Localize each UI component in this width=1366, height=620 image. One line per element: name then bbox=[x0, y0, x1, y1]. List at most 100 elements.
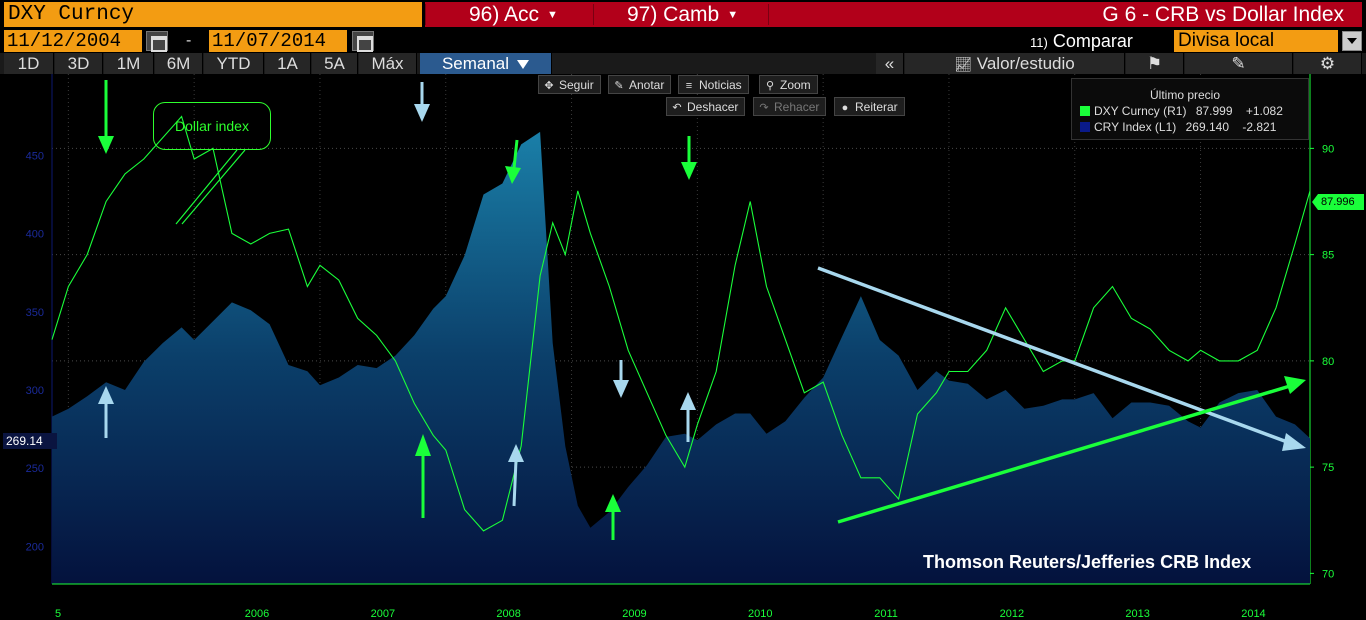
left-tick-label: 200 bbox=[26, 541, 44, 553]
annotate-button[interactable]: ✎ Anotar bbox=[608, 75, 672, 94]
calendar-icon[interactable] bbox=[352, 31, 374, 52]
tab-ytd[interactable]: YTD bbox=[204, 53, 264, 74]
news-label: Noticias bbox=[699, 78, 742, 92]
edit-button[interactable]: ✎ bbox=[1185, 53, 1293, 74]
dxy-line bbox=[51, 115, 1311, 532]
legend-label: DXY Curncy (R1) bbox=[1094, 104, 1187, 118]
compare-button[interactable]: 11) Comparar bbox=[1030, 30, 1133, 54]
dxy-last-price-tag: 87.996 bbox=[1312, 194, 1364, 210]
menu-separator bbox=[593, 4, 594, 25]
left-tick-label: 450 bbox=[26, 150, 44, 162]
zoom-button[interactable]: ⚲ Zoom bbox=[759, 75, 818, 94]
green-arrow-down bbox=[505, 139, 521, 184]
x-tick-label: 2008 bbox=[496, 608, 520, 620]
security-ticker[interactable]: DXY Curncy bbox=[4, 2, 422, 27]
right-tick-label: 70 bbox=[1322, 568, 1334, 580]
page-title: G 6 - CRB vs Dollar Index bbox=[1102, 3, 1344, 26]
x-tick-label: 2014 bbox=[1241, 608, 1265, 620]
settings-button[interactable]: ⚙ bbox=[1294, 53, 1362, 74]
cry-index-area bbox=[52, 131, 1310, 584]
light-blue-arrow-up bbox=[98, 386, 114, 438]
green-trend-line bbox=[837, 376, 1306, 524]
calendar-icon[interactable] bbox=[146, 31, 168, 52]
tab-1m[interactable]: 1M bbox=[104, 53, 154, 74]
tab-6m[interactable]: 6M bbox=[155, 53, 203, 74]
change-menu[interactable]: 97) Camb ▼ bbox=[627, 2, 738, 27]
left-axis: 200 250 300 350 400 450 bbox=[26, 150, 44, 553]
compare-number: 11) bbox=[1030, 35, 1048, 50]
x-tick-label: 2006 bbox=[245, 608, 269, 620]
tab-5a[interactable]: 5A bbox=[312, 53, 358, 74]
legend-row-dxy[interactable]: DXY Curncy (R1) 87.999 +1.082 bbox=[1080, 104, 1283, 118]
change-menu-label: 97) Camb bbox=[627, 3, 720, 26]
annotation-arrows bbox=[98, 80, 1306, 540]
compare-label: Comparar bbox=[1052, 31, 1133, 51]
news-button[interactable]: ≡ Noticias bbox=[678, 75, 749, 94]
chevron-down-icon: ▼ bbox=[727, 8, 739, 21]
chevron-down-icon: ▼ bbox=[547, 8, 558, 21]
dollar-index-callout: Dollar index bbox=[153, 102, 271, 150]
tab-1a[interactable]: 1A bbox=[265, 53, 311, 74]
undo-button[interactable]: ↶ Deshacer bbox=[666, 97, 746, 116]
x-tick-label: 2012 bbox=[1000, 608, 1024, 620]
legend-label: CRY Index (L1) bbox=[1094, 120, 1177, 134]
pen-icon: ✎ bbox=[614, 80, 624, 92]
tab-max[interactable]: Máx bbox=[359, 53, 417, 74]
right-tick-label: 90 bbox=[1322, 143, 1334, 155]
left-tick-label: 400 bbox=[26, 229, 44, 241]
light-blue-arrow-down bbox=[414, 82, 430, 122]
legend-swatch bbox=[1080, 106, 1090, 116]
light-blue-arrow-down bbox=[613, 360, 629, 398]
x-axis: 5 2006 2007 2008 2009 2010 2011 2012 2013 2014 bbox=[52, 583, 1310, 620]
currency-dropdown-button[interactable] bbox=[1342, 31, 1362, 51]
left-tick-label: 300 bbox=[26, 385, 44, 397]
x-tick-label: 2010 bbox=[748, 608, 772, 620]
green-arrow-up bbox=[415, 434, 431, 518]
legend-value: 87.999 bbox=[1195, 104, 1233, 118]
legend-swatch bbox=[1080, 122, 1090, 132]
start-date-field[interactable]: 11/12/2004 bbox=[4, 30, 142, 52]
legend-row-cry[interactable]: CRY Index (L1) 269.140 -2.821 bbox=[1080, 120, 1276, 134]
period-select[interactable]: Semanal bbox=[420, 53, 552, 74]
left-tick-label: 250 bbox=[26, 463, 44, 475]
actions-menu-label: 96) Acc bbox=[469, 3, 540, 26]
end-date-field[interactable]: 11/07/2014 bbox=[209, 30, 347, 52]
right-tick-label: 75 bbox=[1322, 462, 1334, 474]
period-label: Semanal bbox=[441, 54, 510, 73]
follow-button[interactable]: ✥ Seguir bbox=[538, 75, 601, 94]
collapse-button[interactable]: « bbox=[876, 53, 904, 74]
chevron-down-icon bbox=[517, 60, 530, 70]
right-tick-label: 85 bbox=[1322, 250, 1334, 262]
period-tabs: 1D 3D 1M 6M YTD 1A 5A Máx Semanal « 📈︎ V… bbox=[0, 53, 1366, 74]
value-study-button[interactable]: 📈︎ Valor/estudio bbox=[905, 53, 1125, 74]
date-separator: - bbox=[186, 32, 192, 49]
search-icon: ⚲ bbox=[765, 80, 775, 92]
tab-1d[interactable]: 1D bbox=[4, 53, 54, 74]
reset-label: Reiterar bbox=[855, 100, 898, 114]
price-chart[interactable]: 200 250 300 350 400 450 70 75 80 85 90 5 2006 2007 2… bbox=[0, 74, 1366, 620]
x-tick-label: 2009 bbox=[622, 608, 646, 620]
legend-header: Último precio bbox=[1150, 88, 1221, 102]
light-blue-trend-line bbox=[817, 266, 1306, 451]
undo-label: Deshacer bbox=[687, 100, 739, 114]
undo-icon: ↶ bbox=[672, 102, 682, 114]
bookmark-button[interactable]: ⚑ bbox=[1126, 53, 1184, 74]
legend-value: 269.140 bbox=[1185, 120, 1229, 134]
zoom-label: Zoom bbox=[780, 78, 811, 92]
menu-separator bbox=[425, 4, 426, 25]
gear-icon: ⚙ bbox=[1319, 54, 1336, 73]
x-tick-label: 5 bbox=[55, 608, 61, 620]
green-arrow-down bbox=[98, 80, 114, 154]
currency-select[interactable]: Divisa local bbox=[1174, 30, 1338, 52]
menu-bar: 96) Acc ▼ 97) Camb ▼ G 6 - CRB vs Dollar I… bbox=[425, 2, 1362, 27]
redo-button[interactable]: ↷ Rehacer bbox=[753, 97, 827, 116]
green-arrow-up bbox=[605, 494, 621, 540]
x-tick-label: 2011 bbox=[874, 608, 898, 620]
title-bar: DXY Curncy 96) Acc ▼ 97) Camb ▼ G 6 - CRB … bbox=[0, 0, 1366, 28]
tab-3d[interactable]: 3D bbox=[55, 53, 103, 74]
chart-line-icon: 📈︎ bbox=[954, 56, 973, 72]
actions-menu[interactable]: 96) Acc ▼ bbox=[469, 2, 558, 27]
right-axis: 70 75 80 85 90 bbox=[1310, 143, 1334, 580]
bookmark-icon: ⚑ bbox=[1146, 54, 1163, 73]
reset-button[interactable]: ● Reiterar bbox=[834, 97, 905, 116]
